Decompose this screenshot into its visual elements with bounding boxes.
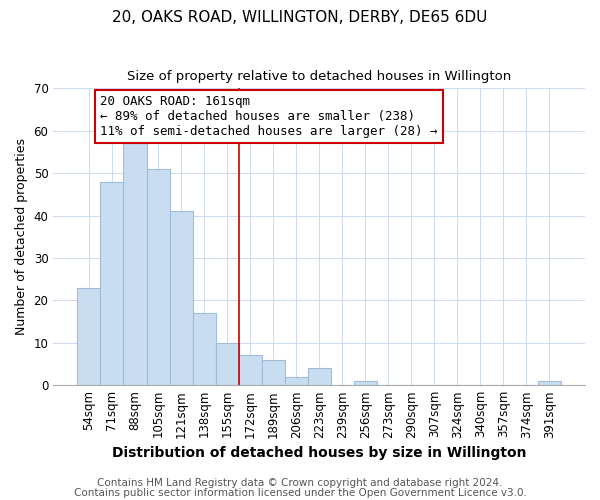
Bar xyxy=(353,381,377,385)
Bar xyxy=(100,182,124,385)
Title: Size of property relative to detached houses in Willington: Size of property relative to detached ho… xyxy=(127,70,511,83)
Bar xyxy=(239,356,262,385)
Text: 20, OAKS ROAD, WILLINGTON, DERBY, DE65 6DU: 20, OAKS ROAD, WILLINGTON, DERBY, DE65 6… xyxy=(112,10,488,25)
Text: Contains HM Land Registry data © Crown copyright and database right 2024.: Contains HM Land Registry data © Crown c… xyxy=(97,478,503,488)
Y-axis label: Number of detached properties: Number of detached properties xyxy=(15,138,28,336)
Bar xyxy=(308,368,331,385)
Text: 20 OAKS ROAD: 161sqm
← 89% of detached houses are smaller (238)
11% of semi-deta: 20 OAKS ROAD: 161sqm ← 89% of detached h… xyxy=(100,94,438,138)
Bar xyxy=(193,313,215,385)
X-axis label: Distribution of detached houses by size in Willington: Distribution of detached houses by size … xyxy=(112,446,526,460)
Bar xyxy=(146,169,170,385)
Text: Contains public sector information licensed under the Open Government Licence v3: Contains public sector information licen… xyxy=(74,488,526,498)
Bar xyxy=(215,343,239,385)
Bar xyxy=(170,212,193,385)
Bar xyxy=(538,381,561,385)
Bar xyxy=(262,360,284,385)
Bar xyxy=(124,144,146,385)
Bar xyxy=(284,376,308,385)
Bar xyxy=(77,288,100,385)
